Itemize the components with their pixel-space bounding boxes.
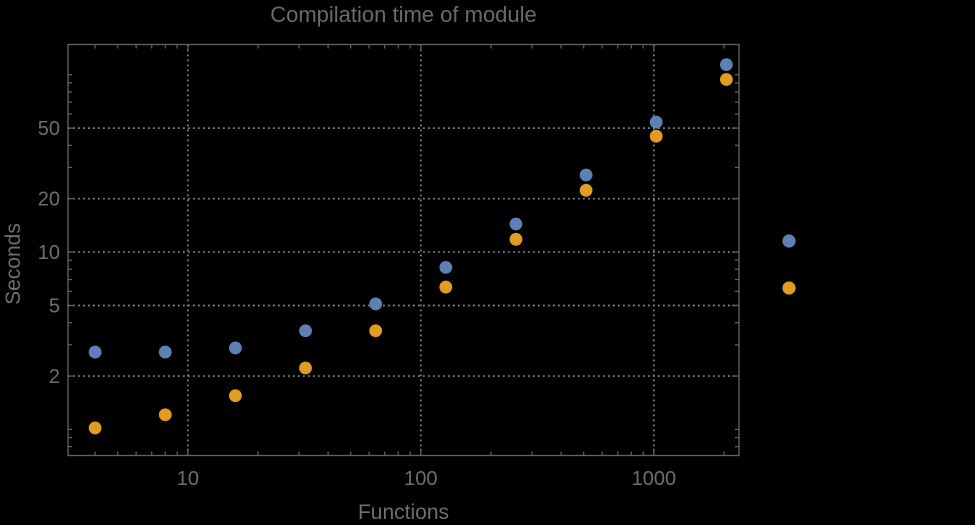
x-tick-label-100: 100: [404, 468, 437, 490]
legend-marker-blue: [782, 234, 796, 248]
y-tick-label-2: 2: [49, 366, 60, 388]
y-tick-label-5: 5: [49, 295, 60, 317]
data-point-blue-x1024: [649, 115, 663, 129]
y-tick-label-50: 50: [38, 118, 60, 140]
data-point-blue-x8: [158, 345, 172, 359]
data-point-orange-x1024: [649, 129, 663, 143]
data-point-blue-x2048: [719, 58, 733, 72]
data-point-orange-x8: [158, 408, 172, 422]
data-point-orange-x16: [228, 389, 242, 403]
data-point-orange-x128: [439, 280, 453, 294]
data-point-orange-x4: [88, 421, 102, 435]
y-tick-label-20: 20: [38, 189, 60, 211]
x-axis-label: Functions: [357, 501, 450, 524]
data-point-blue-x16: [228, 341, 242, 355]
data-point-orange-x64: [369, 324, 383, 338]
data-point-blue-x64: [369, 297, 383, 311]
data-point-blue-x128: [439, 260, 453, 274]
chart-title: Compilation time of module: [270, 2, 537, 27]
x-tick-label-1000: 1000: [632, 468, 677, 490]
x-tick-label-10: 10: [177, 468, 199, 490]
data-point-orange-x2048: [719, 73, 733, 86]
data-point-orange-x256: [509, 232, 523, 246]
data-point-blue-x512: [579, 168, 593, 182]
data-point-blue-x32: [299, 324, 312, 338]
data-point-blue-x4: [88, 345, 102, 359]
y-tick-label-10: 10: [38, 242, 60, 264]
data-point-orange-x512: [579, 183, 593, 197]
plot-frame: [67, 43, 740, 457]
data-point-blue-x256: [509, 217, 523, 231]
legend-marker-orange: [782, 281, 796, 295]
data-point-orange-x32: [299, 361, 312, 375]
